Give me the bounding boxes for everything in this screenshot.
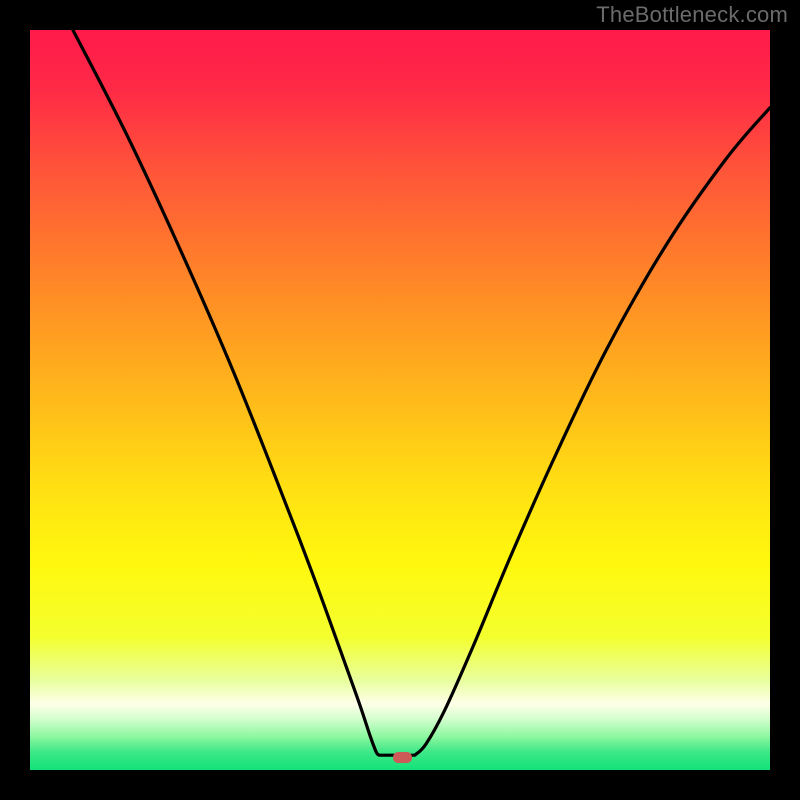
watermark-text: TheBottleneck.com <box>596 2 788 28</box>
chart-plot-area <box>30 30 770 770</box>
bottleneck-curve <box>30 30 770 770</box>
optimum-marker <box>393 752 412 763</box>
